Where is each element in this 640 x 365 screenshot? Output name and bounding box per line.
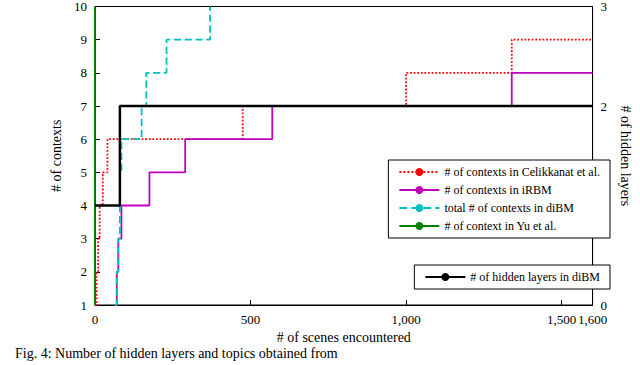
svg-text:3: 3 bbox=[81, 231, 88, 246]
svg-text:1: 1 bbox=[81, 298, 88, 313]
svg-text:1,500: 1,500 bbox=[547, 312, 576, 327]
svg-text:# of contexts: # of contexts bbox=[49, 120, 64, 192]
svg-text:4: 4 bbox=[81, 198, 88, 213]
svg-text:1,600: 1,600 bbox=[578, 312, 607, 327]
svg-text:6: 6 bbox=[81, 132, 88, 147]
svg-text:0: 0 bbox=[92, 312, 99, 327]
svg-text:2: 2 bbox=[81, 264, 88, 279]
svg-text:1,000: 1,000 bbox=[391, 312, 420, 327]
svg-text:# of hidden layers: # of hidden layers bbox=[618, 105, 633, 206]
svg-text:9: 9 bbox=[81, 32, 88, 47]
svg-text:2: 2 bbox=[601, 99, 608, 114]
svg-text:# of context in Yu et al.: # of context in Yu et al. bbox=[444, 219, 556, 233]
svg-text:5: 5 bbox=[81, 165, 88, 180]
svg-text:10: 10 bbox=[74, 0, 87, 14]
svg-text:Fig. 4: Number of hidden layer: Fig. 4: Number of hidden layers and topi… bbox=[15, 346, 338, 361]
svg-text:0: 0 bbox=[601, 298, 608, 313]
svg-text:3: 3 bbox=[601, 0, 608, 14]
svg-text:# of contexts in Celikkanat et: # of contexts in Celikkanat et al. bbox=[444, 165, 600, 179]
svg-text:# of contexts in iRBM: # of contexts in iRBM bbox=[444, 183, 552, 197]
svg-text:# of scenes encountered: # of scenes encountered bbox=[277, 330, 411, 345]
svg-text:8: 8 bbox=[81, 65, 88, 80]
svg-text:# of hidden layers in diBM: # of hidden layers in diBM bbox=[470, 270, 600, 284]
svg-text:7: 7 bbox=[81, 99, 88, 114]
svg-text:500: 500 bbox=[241, 312, 261, 327]
svg-text:total # of contexts in diBM: total # of contexts in diBM bbox=[444, 201, 574, 215]
